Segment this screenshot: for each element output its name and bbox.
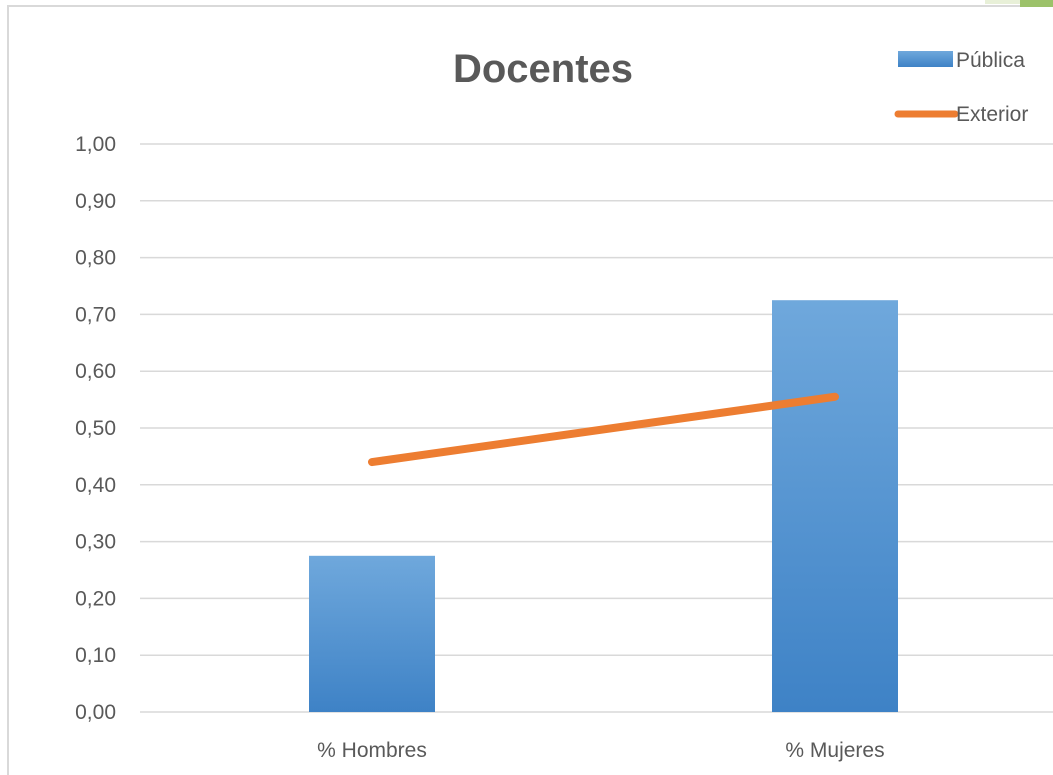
y-tick-label: 1,00 — [75, 133, 116, 156]
corner-decoration-2 — [985, 0, 1020, 4]
corner-decoration — [1020, 0, 1053, 7]
y-tick-label: 0,80 — [75, 247, 116, 270]
y-tick-label: 0,90 — [75, 190, 116, 213]
legend-label-exterior: Exterior — [956, 103, 1028, 126]
x-tick-label: % Hombres — [317, 739, 427, 762]
y-axis-ticks: 0,00 0,10 0,20 0,30 0,40 0,50 0,60 0,70 0,80 0,90… — [75, 133, 116, 724]
line-exterior — [368, 392, 839, 467]
y-tick-label: 0,50 — [75, 417, 116, 440]
legend-label-publica: Pública — [956, 49, 1025, 72]
y-tick-label: 0,30 — [75, 531, 116, 554]
y-tick-label: 0,00 — [75, 701, 116, 724]
bar-hombres — [309, 555, 435, 712]
y-tick-label: 0,60 — [75, 360, 116, 383]
y-tick-label: 0,70 — [75, 303, 116, 326]
y-tick-label: 0,40 — [75, 474, 116, 497]
bar-mujeres — [772, 300, 898, 712]
chart-title: Docentes — [453, 47, 633, 91]
x-tick-label: % Mujeres — [785, 739, 884, 762]
line-series — [368, 392, 839, 467]
x-axis-ticks: % Hombres % Mujeres — [317, 739, 884, 762]
y-tick-label: 0,20 — [75, 587, 116, 610]
gridlines — [140, 143, 1053, 713]
legend: Pública Exterior — [894, 49, 1028, 126]
bars — [309, 300, 898, 712]
legend-swatch-bar — [898, 51, 953, 67]
y-tick-label: 0,10 — [75, 644, 116, 667]
